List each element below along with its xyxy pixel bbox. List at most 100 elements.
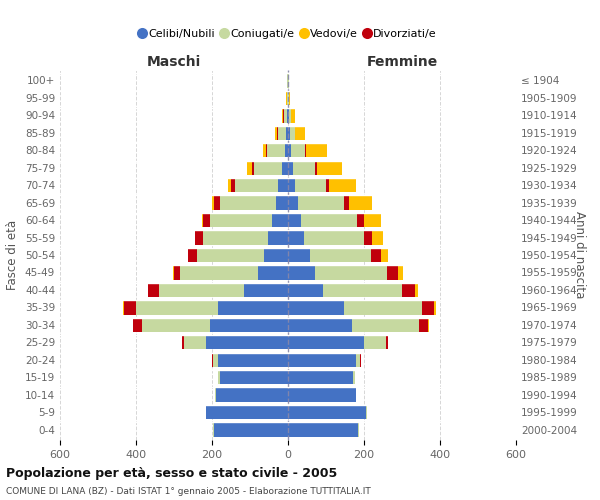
- Text: Popolazione per età, sesso e stato civile - 2005: Popolazione per età, sesso e stato civil…: [6, 468, 337, 480]
- Bar: [288, 335, 364, 349]
- Bar: [278, 126, 286, 140]
- Bar: [244, 283, 288, 297]
- Bar: [272, 213, 288, 227]
- Bar: [278, 178, 288, 192]
- Bar: [181, 266, 259, 280]
- Bar: [268, 230, 288, 244]
- Bar: [265, 248, 288, 262]
- Bar: [203, 213, 210, 227]
- Bar: [227, 178, 232, 192]
- Bar: [214, 422, 288, 436]
- Bar: [402, 283, 415, 297]
- Bar: [288, 318, 352, 332]
- Bar: [288, 126, 290, 140]
- Bar: [295, 126, 305, 140]
- Bar: [188, 248, 197, 262]
- Bar: [214, 196, 220, 210]
- Bar: [372, 230, 383, 244]
- Bar: [288, 160, 293, 175]
- Bar: [133, 318, 142, 332]
- Bar: [184, 335, 206, 349]
- Bar: [210, 213, 272, 227]
- Bar: [213, 352, 218, 367]
- Bar: [285, 143, 288, 158]
- Bar: [288, 370, 353, 384]
- Bar: [195, 230, 203, 244]
- Bar: [288, 143, 291, 158]
- Bar: [203, 230, 268, 244]
- Bar: [428, 318, 429, 332]
- Y-axis label: Anni di nascita: Anni di nascita: [573, 212, 586, 298]
- Bar: [288, 388, 356, 402]
- Bar: [371, 248, 381, 262]
- Bar: [213, 422, 214, 436]
- Bar: [148, 283, 159, 297]
- Bar: [197, 248, 265, 262]
- Bar: [142, 318, 210, 332]
- Bar: [317, 160, 341, 175]
- Bar: [315, 160, 317, 175]
- Bar: [415, 283, 418, 297]
- Bar: [356, 352, 360, 367]
- Bar: [422, 300, 434, 314]
- Bar: [419, 318, 428, 332]
- Bar: [295, 178, 326, 192]
- Bar: [220, 370, 288, 384]
- Bar: [291, 108, 295, 122]
- Bar: [344, 196, 349, 210]
- Bar: [288, 352, 356, 367]
- Bar: [194, 230, 195, 244]
- Bar: [254, 160, 281, 175]
- Bar: [381, 248, 388, 262]
- Text: Maschi: Maschi: [147, 55, 201, 69]
- Bar: [326, 178, 329, 192]
- Bar: [288, 266, 316, 280]
- Bar: [247, 160, 251, 175]
- Bar: [284, 108, 287, 122]
- Bar: [220, 196, 276, 210]
- Bar: [349, 196, 371, 210]
- Bar: [306, 143, 327, 158]
- Bar: [276, 196, 288, 210]
- Bar: [288, 213, 301, 227]
- Bar: [267, 143, 285, 158]
- Bar: [259, 266, 288, 280]
- Bar: [289, 91, 290, 105]
- Bar: [386, 335, 388, 349]
- Bar: [293, 160, 315, 175]
- Bar: [298, 196, 344, 210]
- Bar: [288, 248, 310, 262]
- Bar: [352, 318, 419, 332]
- Bar: [329, 178, 356, 192]
- Bar: [159, 283, 244, 297]
- Bar: [288, 300, 344, 314]
- Bar: [316, 266, 387, 280]
- Bar: [289, 108, 290, 122]
- Bar: [288, 283, 323, 297]
- Bar: [275, 126, 277, 140]
- Bar: [304, 230, 364, 244]
- Bar: [263, 143, 266, 158]
- Bar: [218, 352, 288, 367]
- Bar: [398, 266, 403, 280]
- Bar: [305, 143, 306, 158]
- Bar: [344, 300, 422, 314]
- Text: Femmine: Femmine: [367, 55, 437, 69]
- Bar: [251, 160, 254, 175]
- Bar: [182, 335, 184, 349]
- Bar: [364, 230, 372, 244]
- Bar: [136, 300, 218, 314]
- Bar: [290, 126, 295, 140]
- Bar: [387, 266, 398, 280]
- Bar: [301, 213, 357, 227]
- Bar: [212, 352, 213, 367]
- Y-axis label: Fasce di età: Fasce di età: [7, 220, 19, 290]
- Bar: [364, 213, 381, 227]
- Bar: [206, 335, 288, 349]
- Bar: [353, 370, 355, 384]
- Bar: [434, 300, 436, 314]
- Bar: [266, 143, 267, 158]
- Text: COMUNE DI LANA (BZ) - Dati ISTAT 1° gennaio 2005 - Elaborazione TUTTITALIA.IT: COMUNE DI LANA (BZ) - Dati ISTAT 1° genn…: [6, 488, 371, 496]
- Bar: [366, 405, 367, 419]
- Bar: [216, 388, 288, 402]
